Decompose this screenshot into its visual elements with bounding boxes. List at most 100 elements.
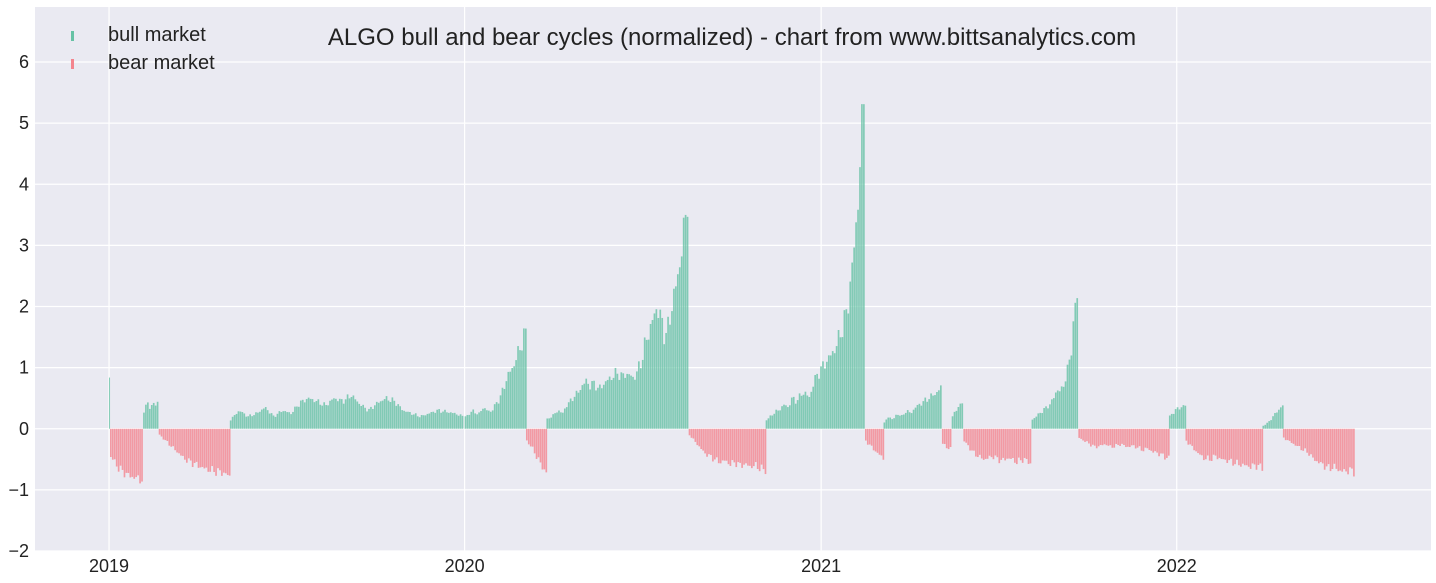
bull-bar: [601, 388, 603, 429]
y-tick-label: −2: [8, 541, 29, 561]
bear-bar: [221, 428, 223, 476]
bull-bar: [461, 415, 464, 429]
bull-bar: [466, 414, 469, 429]
bear-bar: [1125, 428, 1127, 448]
bear-bar: [1327, 428, 1330, 465]
bull-bar: [464, 416, 467, 429]
bear-bar: [749, 428, 751, 466]
bull-bar: [853, 247, 855, 429]
bear-bar: [1134, 428, 1137, 449]
bear-bar: [533, 428, 536, 454]
bull-bar: [765, 420, 768, 429]
bull-bar: [385, 396, 388, 429]
bear-bar: [878, 428, 881, 455]
bull-bar: [327, 405, 329, 429]
bull-bar: [1070, 355, 1073, 429]
bear-bar: [982, 428, 985, 460]
bull-bar: [374, 405, 376, 429]
bear-bar: [971, 428, 973, 451]
bull-bar: [899, 415, 901, 429]
bull-bar: [264, 407, 267, 429]
bear-bar: [1012, 428, 1014, 458]
bull-bar: [505, 381, 508, 429]
bull-bar: [344, 399, 347, 429]
bull-bar: [661, 317, 664, 429]
bull-bar: [841, 337, 844, 429]
bull-bar: [829, 355, 832, 429]
bear-bar: [1119, 428, 1121, 446]
bear-bar: [525, 428, 528, 441]
bull-bar: [342, 403, 345, 429]
bull-bar: [438, 409, 440, 429]
bear-bar: [1240, 428, 1242, 467]
bear-bar: [760, 428, 763, 465]
bear-bar: [1347, 428, 1349, 475]
bull-bar: [360, 405, 363, 429]
bull-bar: [789, 405, 791, 429]
bull-bar: [675, 286, 677, 429]
bear-bar: [201, 428, 204, 467]
bull-bar: [370, 406, 372, 429]
bear-bar: [723, 428, 726, 461]
bear-bar: [719, 428, 722, 464]
bear-bar: [876, 428, 879, 453]
bear-bar: [1238, 428, 1240, 466]
bull-bar: [955, 410, 958, 429]
bull-bar: [1054, 392, 1057, 429]
bull-bar: [773, 413, 776, 429]
bear-bar: [752, 428, 755, 467]
bear-bar: [1234, 428, 1236, 465]
bull-bar: [810, 391, 813, 429]
bull-bar: [337, 401, 339, 429]
bull-bar: [356, 401, 359, 429]
bull-bar: [827, 355, 830, 429]
bull-bar: [1280, 407, 1282, 429]
chart-title: ALGO bull and bear cycles (normalized) -…: [328, 24, 1136, 51]
bear-bar: [117, 428, 120, 472]
bull-bar: [682, 217, 685, 429]
bear-bar: [698, 428, 701, 447]
bull-bar: [446, 412, 448, 429]
bear-bar: [182, 428, 184, 456]
bear-bar: [704, 428, 706, 454]
bull-bar: [1045, 406, 1047, 429]
bear-bar: [113, 428, 116, 460]
bull-bar: [769, 415, 772, 429]
bear-bar: [187, 428, 190, 459]
bull-bar: [455, 414, 458, 429]
bear-bar: [1082, 428, 1084, 441]
bull-bar: [859, 167, 861, 429]
bear-bar: [973, 428, 975, 451]
bear-bar: [984, 428, 987, 459]
bull-bar: [847, 313, 850, 429]
bear-bar: [712, 428, 714, 462]
bear-bar: [115, 428, 118, 467]
bull-bar: [604, 381, 607, 429]
bull-bar: [442, 411, 444, 429]
bull-bar: [1276, 412, 1278, 429]
bull-bar: [1072, 321, 1075, 429]
bear-bar: [1247, 428, 1250, 467]
bear-bar: [743, 428, 745, 465]
bull-bar: [851, 262, 854, 429]
bull-bar: [305, 399, 308, 429]
bear-bar: [1080, 428, 1082, 439]
bull-bar: [926, 401, 929, 429]
bull-bar: [957, 407, 960, 429]
x-axis-ticks: 2019 2020 2021 2022: [89, 556, 1197, 576]
bull-bar: [606, 379, 609, 429]
bull-bar: [368, 408, 370, 429]
bull-bar: [639, 368, 642, 429]
bull-bar: [802, 394, 805, 429]
bull-bar: [311, 399, 314, 429]
bear-bar: [980, 428, 983, 459]
bear-bar: [197, 428, 200, 468]
bear-bar: [745, 428, 747, 464]
bear-bar: [217, 428, 219, 469]
bear-bar: [164, 428, 167, 441]
bull-bar: [1039, 412, 1042, 429]
bear-bar: [223, 428, 225, 473]
bear-bar: [211, 428, 213, 467]
bear-bar: [199, 428, 202, 468]
